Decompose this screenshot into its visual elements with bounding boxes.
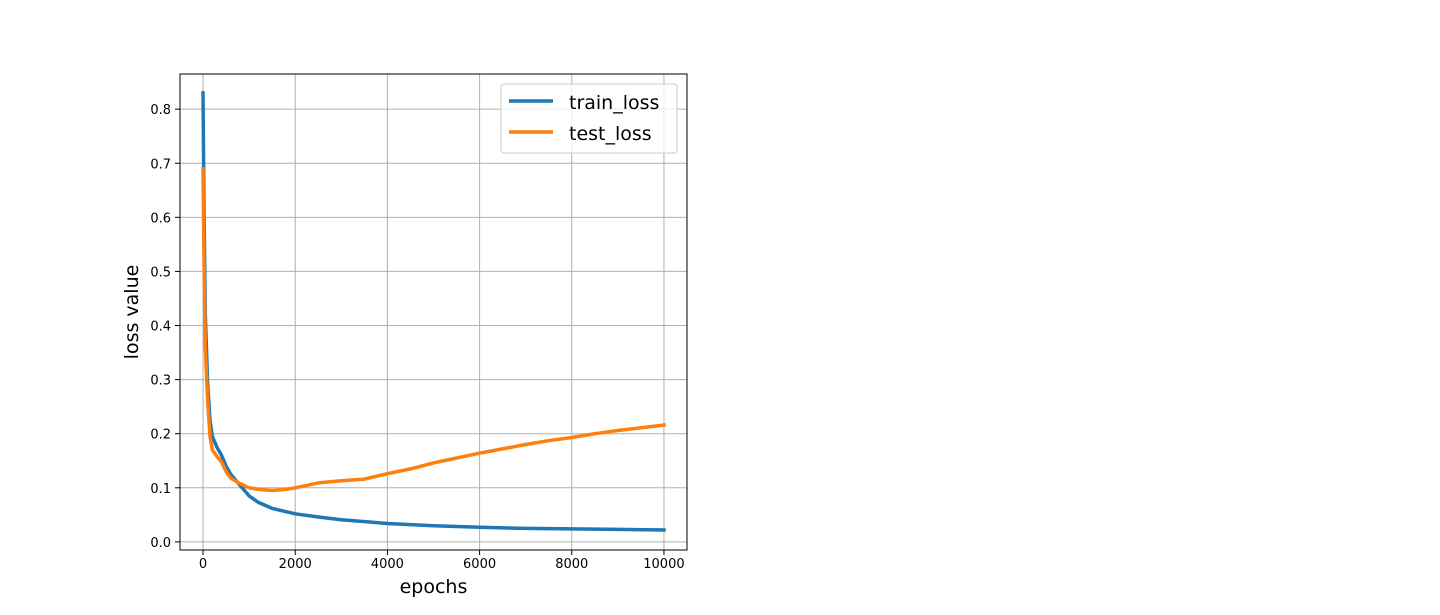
x-tick-label: 2000 — [279, 557, 312, 572]
x-axis-label: epochs — [400, 576, 468, 598]
x-tick-label: 10000 — [643, 557, 684, 572]
y-tick-label: 0.2 — [150, 428, 171, 443]
x-axis-ticks: 0 2000 4000 6000 8000 10000 — [199, 550, 685, 572]
y-tick-label: 0.7 — [150, 157, 171, 172]
x-tick-label: 4000 — [371, 557, 404, 572]
plot-lines — [201, 91, 666, 532]
y-axis-label: loss value — [121, 265, 143, 360]
axes-frame — [179, 73, 688, 551]
legend-label-test-loss: test_loss — [569, 123, 652, 145]
x-tick-label: 8000 — [555, 557, 588, 572]
y-tick-label: 0.8 — [150, 103, 171, 118]
y-tick-label: 0.4 — [150, 320, 171, 335]
legend: train_loss test_loss — [500, 83, 678, 154]
x-tick-label: 6000 — [463, 557, 496, 572]
series-line-test-loss — [201, 166, 666, 493]
y-tick-label: 0.3 — [150, 374, 171, 389]
y-tick-label: 0.5 — [150, 265, 171, 280]
y-axis-ticks: 0.0 0.1 0.2 0.3 0.4 0.5 0.6 0.7 0.8 — [150, 103, 180, 551]
y-tick-label: 0.6 — [150, 211, 171, 226]
x-tick-label: 0 — [199, 557, 207, 572]
legend-label-train-loss: train_loss — [569, 92, 659, 114]
y-tick-label: 0.0 — [150, 536, 171, 551]
y-tick-label: 0.1 — [150, 482, 171, 497]
